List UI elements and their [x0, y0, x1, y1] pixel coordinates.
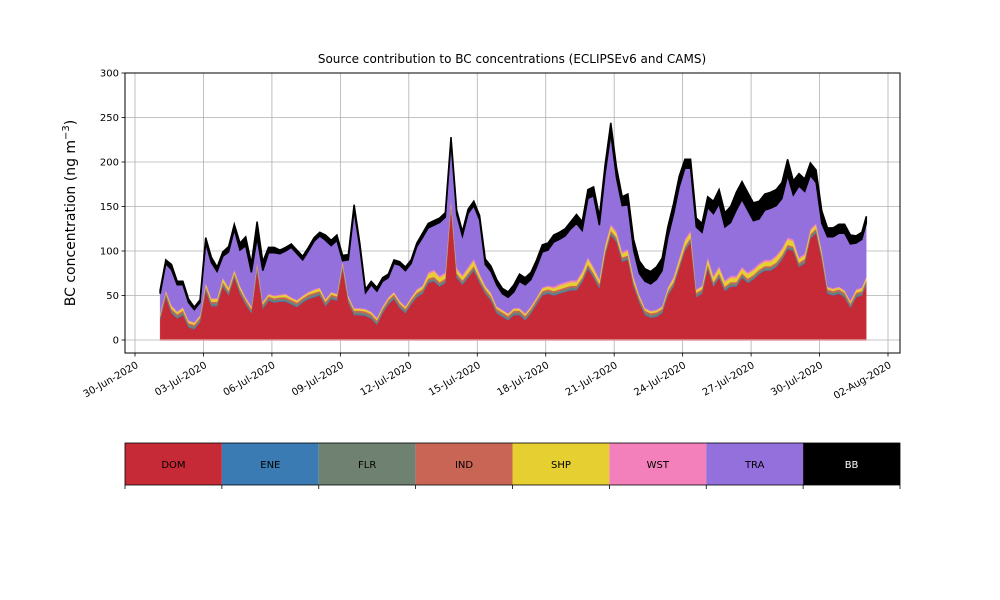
legend-label-tra: TRA — [744, 460, 765, 471]
x-tick-label: 18-Jul-2020 — [495, 360, 551, 399]
y-axis-ticks: 0 50 100 150 200 250 300 — [100, 69, 125, 347]
x-tick-label: 06-Jul-2020 — [222, 360, 278, 399]
y-tick-label: 0 — [113, 336, 119, 347]
legend-swatch-wst — [609, 443, 707, 485]
legend-label-ene: ENE — [260, 460, 280, 471]
x-tick-label: 27-Jul-2020 — [701, 360, 757, 399]
y-tick-label: 50 — [106, 291, 119, 302]
legend-label-ind: IND — [455, 460, 473, 471]
y-axis-label-close: ) — [63, 120, 79, 125]
x-tick-label: 02-Aug-2020 — [832, 360, 894, 402]
legend-label-bb: BB — [845, 460, 859, 471]
y-axis-label: BC concentration (ng m−3) — [61, 120, 79, 307]
x-tick-label: 09-Jul-2020 — [290, 360, 346, 399]
y-axis-label-superscript: −3 — [61, 125, 72, 140]
x-tick-label: 15-Jul-2020 — [427, 360, 483, 399]
x-tick-label: 30-Jul-2020 — [769, 360, 825, 399]
chart-title: Source contribution to BC concentrations… — [318, 52, 706, 66]
area-bb — [159, 122, 868, 311]
legend-swatch-flr — [318, 443, 416, 485]
x-tick-label: 30-Jun-2020 — [82, 360, 141, 400]
y-tick-label: 300 — [100, 69, 119, 80]
x-tick-label: 21-Jul-2020 — [564, 360, 620, 399]
x-axis-ticks: 30-Jun-2020 03-Jul-2020 06-Jul-2020 09-Jul-… — [82, 353, 894, 402]
x-tick-label: 12-Jul-2020 — [359, 360, 415, 399]
y-axis-label-base: BC concentration (ng m — [63, 140, 79, 306]
legend-swatch-ind — [415, 443, 513, 485]
legend-label-dom: DOM — [161, 460, 185, 471]
legend-swatch-dom — [125, 443, 222, 485]
stacked-areas — [159, 122, 868, 341]
legend-frame — [124, 442, 901, 486]
legend-label-flr: FLR — [358, 460, 376, 471]
x-tick-label: 03-Jul-2020 — [153, 360, 209, 399]
legend-label-wst: WST — [647, 460, 670, 471]
legend-swatch-ene — [221, 443, 319, 485]
y-tick-label: 150 — [100, 202, 119, 213]
x-tick-label: 24-Jul-2020 — [632, 360, 688, 399]
legend-colorbar: DOM ENE FLR IND SHP WST TRA BB — [124, 442, 901, 489]
legend-label-shp: SHP — [551, 460, 571, 471]
y-tick-label: 250 — [100, 113, 119, 124]
y-tick-label: 100 — [100, 247, 119, 258]
y-tick-label: 200 — [100, 158, 119, 169]
plot-frame — [124, 72, 901, 354]
legend-swatch-bb — [803, 443, 900, 485]
legend-swatch-shp — [512, 443, 610, 485]
legend-swatch-tra — [706, 443, 804, 485]
